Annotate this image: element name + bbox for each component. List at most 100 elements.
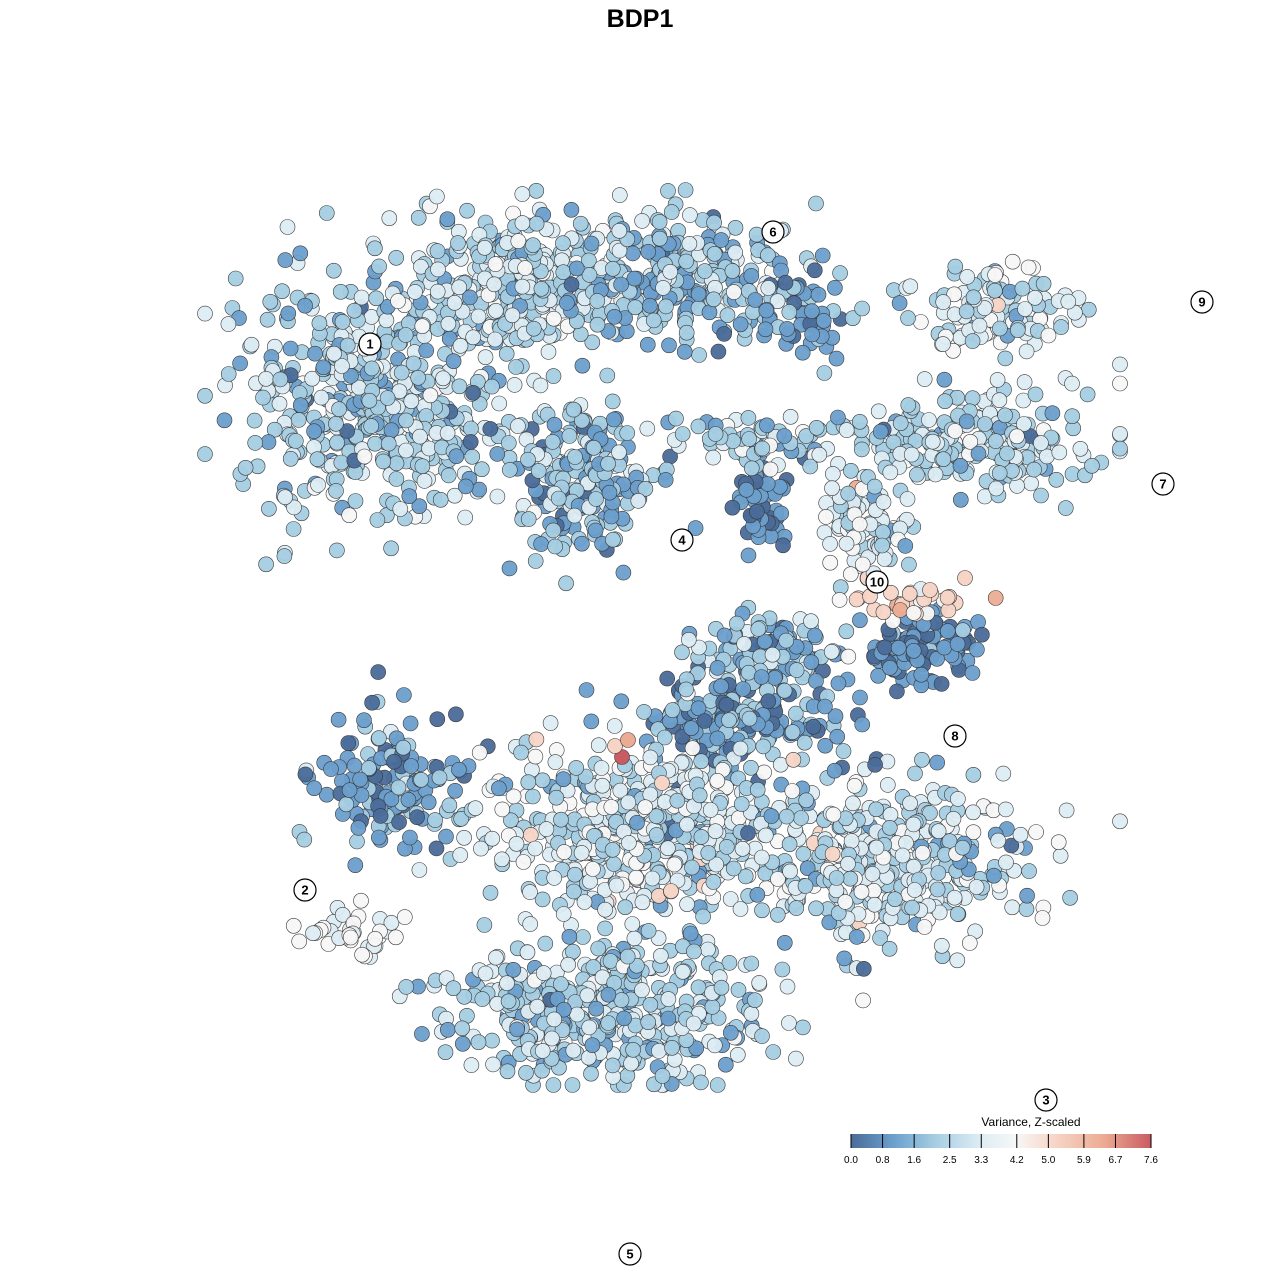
data-point [573,845,590,861]
data-point [958,413,975,430]
data-point [678,253,695,270]
data-point [332,283,349,300]
data-point [664,1040,680,1056]
data-point [613,992,630,1008]
data-point [413,771,429,788]
data-point [987,267,1003,283]
data-point [339,337,356,354]
data-point [936,639,953,656]
data-point [949,636,966,652]
data-point [803,654,820,671]
data-point [634,894,651,911]
data-point [838,535,855,552]
data-point [810,286,827,303]
data-point [776,934,793,951]
data-point [561,928,578,945]
data-point [1112,426,1128,442]
data-point [824,466,841,482]
data-point [968,879,985,895]
data-point [1018,901,1035,917]
data-point [1023,475,1039,492]
data-point [390,293,406,309]
data-point [437,1044,454,1060]
data-point [604,393,621,410]
data-point [524,788,541,805]
data-point [367,240,383,257]
data-point [386,753,402,770]
data-point [485,1056,501,1073]
data-point [514,215,531,231]
data-point [282,450,299,467]
data-point [589,316,606,333]
data-points [197,182,1128,1093]
data-point [599,367,616,384]
data-point [477,349,494,366]
data-point [409,809,425,826]
data-point [881,940,898,957]
data-point [500,993,517,1010]
data-point [1052,847,1069,864]
data-point [669,792,686,809]
data-point [722,1025,739,1041]
data-point [757,827,774,844]
data-point [798,428,815,444]
data-point [901,585,918,602]
data-point [916,919,933,935]
data-point [353,289,370,306]
data-point [778,808,795,825]
data-point [349,833,365,850]
data-point [964,390,981,407]
cluster-label: 3 [1042,1093,1049,1108]
data-point [411,862,428,878]
data-point [901,556,917,573]
data-point [998,854,1014,871]
data-point [933,937,950,954]
data-point [237,459,254,476]
data-point [882,464,899,481]
data-point [440,467,457,484]
data-point [705,874,722,890]
data-point [383,422,400,439]
data-point [279,219,296,235]
data-point [811,446,828,463]
data-point [563,276,580,293]
data-point [282,340,299,357]
data-point [756,764,772,781]
data-point [732,316,749,333]
data-point [462,434,479,450]
data-point [875,604,892,621]
data-point [1034,910,1051,926]
data-point [854,300,870,317]
data-point [518,1065,534,1081]
data-point [547,538,564,555]
data-point [1112,813,1128,830]
data-point [677,182,694,198]
data-point [255,389,271,406]
data-point [401,488,418,505]
data-point [828,870,845,886]
data-point [851,516,868,533]
data-point [658,298,674,315]
legend-tick-label: 2.5 [943,1155,957,1166]
data-point [473,461,490,478]
data-point [738,481,755,498]
data-point [945,810,962,827]
data-point [545,1077,562,1093]
data-point [613,693,630,710]
data-point [976,300,993,316]
data-point [514,186,531,202]
data-point [397,327,414,343]
data-point [500,435,517,451]
data-point [341,507,358,524]
data-point [769,906,786,923]
data-point [939,589,956,606]
data-point [440,315,457,332]
data-point [866,478,883,495]
data-point [872,423,889,440]
data-point [363,360,380,377]
data-point [679,896,695,913]
data-point [574,535,590,552]
data-point [474,991,491,1007]
data-point [315,359,332,376]
data-point [664,702,681,718]
